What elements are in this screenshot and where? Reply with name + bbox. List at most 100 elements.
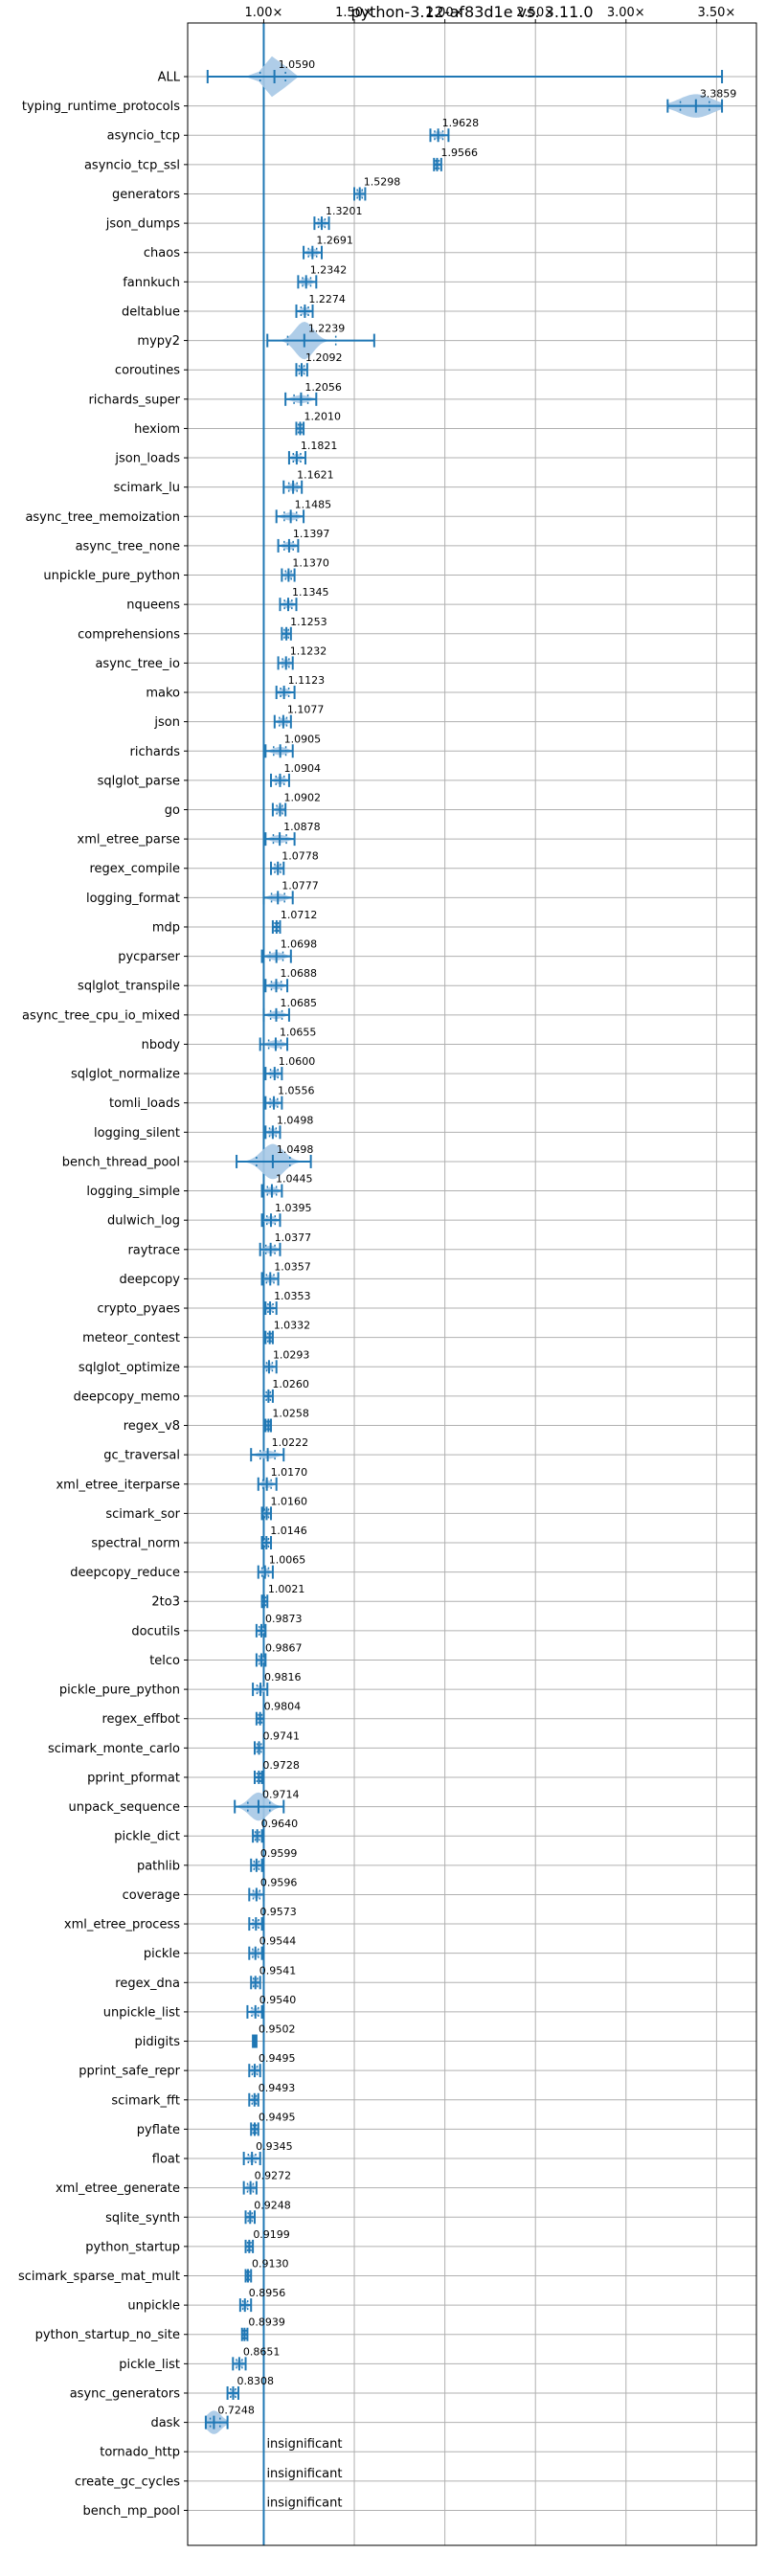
value-label: 1.0600 [279, 1055, 316, 1068]
value-label: 1.0778 [282, 850, 319, 863]
benchmark-mark: 0.8651 [232, 2345, 280, 2371]
benchmark-mark: 1.0332 [264, 1320, 311, 1344]
benchmark-mark: 0.9248 [244, 2199, 291, 2225]
benchmark-mark: 0.9867 [255, 1641, 302, 1667]
benchmark-mark: 1.1397 [277, 528, 329, 553]
benchmark-label: pickle_pure_python [59, 1683, 180, 1698]
benchmark-label: logging_simple [86, 1185, 180, 1199]
benchmark-label: async_tree_cpu_io_mixed [22, 1008, 180, 1023]
benchmark-mark: 1.0777 [262, 879, 319, 905]
benchmark-label: tornado_http [100, 2446, 180, 2460]
benchmark-mark: 1.0600 [264, 1055, 316, 1081]
benchmark-label: pathlib [137, 1859, 180, 1873]
benchmark-label: deltablue [122, 305, 180, 319]
benchmark-label: sqlite_synth [105, 2211, 180, 2226]
benchmark-label: deepcopy_reduce [70, 1566, 180, 1580]
benchmark-label: xml_etree_parse [78, 833, 180, 847]
benchmark-label: telco [149, 1654, 180, 1668]
chart-title: python-3.12-af83d1e vs. 3.11.0 [350, 3, 593, 21]
benchmark-mark: 1.0377 [259, 1232, 311, 1256]
benchmark-label: 2to3 [151, 1595, 180, 1610]
benchmark-mark: 1.0904 [270, 762, 321, 787]
benchmark-mark: 1.0902 [271, 792, 321, 817]
benchmark-label: regex_effbot [101, 1712, 180, 1727]
benchmark-mark: 0.9493 [248, 2082, 296, 2107]
benchmark-mark: 0.9272 [242, 2170, 292, 2195]
benchmark-label: mako [146, 687, 180, 701]
benchmark-mark: 1.0021 [260, 1583, 304, 1609]
benchmark-mark: 1.1077 [273, 704, 324, 729]
value-label: 0.9873 [265, 1613, 303, 1625]
benchmark-mark: 1.1621 [282, 469, 334, 494]
benchmark-mark: 1.2010 [295, 410, 341, 436]
benchmark-label: asyncio_tcp [107, 129, 180, 144]
value-label: 0.9272 [255, 2170, 292, 2182]
benchmark-mark: 1.0445 [260, 1173, 312, 1198]
value-label: 1.2274 [308, 293, 346, 305]
benchmark-mark: 0.8308 [226, 2375, 274, 2400]
benchmark-label: pprint_safe_repr [79, 2065, 180, 2079]
benchmark-mark: 1.0698 [260, 938, 317, 963]
benchmark-mark: 0.9541 [250, 1964, 296, 1990]
value-label: 1.0590 [279, 58, 316, 71]
benchmark-label: json_dumps [105, 217, 180, 232]
value-label: 1.0170 [271, 1466, 308, 1479]
value-label: 1.2239 [308, 323, 346, 335]
benchmark-label: xml_etree_process [64, 1918, 180, 1932]
benchmark-label: scimark_sor [105, 1507, 180, 1522]
benchmark-label: coroutines [115, 364, 180, 378]
value-label: 0.9544 [259, 1935, 297, 1948]
value-label: 1.1821 [301, 440, 338, 452]
benchmark-mark: 1.0357 [260, 1260, 311, 1286]
benchmark-mark: 1.0170 [257, 1466, 308, 1491]
benchmark-mark: 3.3859 [666, 88, 736, 118]
benchmark-mark: 1.1345 [279, 586, 328, 612]
benchmark-label: scimark_sparse_mat_mult [18, 2270, 180, 2284]
value-label: 1.0878 [283, 821, 321, 833]
benchmark-mark: 1.0590 [206, 56, 724, 98]
benchmark-mark: 0.9345 [242, 2140, 293, 2166]
value-label: 1.9628 [442, 117, 480, 129]
value-label: 0.9493 [259, 2082, 296, 2094]
benchmark-mark: insignificant [266, 2467, 342, 2481]
benchmark-label: async_tree_io [95, 657, 180, 671]
benchmark-labels: ALL typing_runtime_protocols asyncio_tcpas… [18, 71, 181, 2519]
benchmark-mark: 0.9199 [244, 2228, 290, 2253]
value-label: 1.0332 [274, 1320, 311, 1332]
value-label: 1.0258 [272, 1408, 309, 1420]
benchmark-label: float [152, 2153, 180, 2167]
benchmark-mark: 0.9495 [250, 2111, 295, 2136]
benchmark-mark: 1.0146 [260, 1525, 307, 1549]
value-label: 0.9502 [259, 2023, 296, 2036]
benchmark-mark: 1.0778 [270, 850, 319, 875]
benchmark-mark: 0.9540 [246, 1994, 297, 2019]
benchmark-label: nqueens [126, 599, 180, 613]
benchmark-label: go [165, 803, 180, 818]
benchmark-label: unpickle_list [103, 2005, 180, 2020]
benchmark-mark: 1.1253 [281, 616, 327, 641]
benchmark-mark: 1.0498 [264, 1114, 313, 1140]
benchmark-mark: 1.0688 [264, 967, 317, 993]
benchmark-label: mdp [152, 920, 180, 935]
benchmark-label: docutils [131, 1624, 180, 1638]
value-label: 0.9728 [262, 1759, 300, 1772]
benchmark-label: scimark_fft [111, 2093, 180, 2108]
value-label: 0.9540 [259, 1994, 297, 2006]
benchmark-label: logging_format [86, 892, 180, 906]
benchmark-mark: 1.1821 [287, 440, 338, 465]
value-label: 1.0905 [284, 733, 322, 745]
benchmark-label: regex_dna [115, 1977, 180, 1991]
value-label: 0.9599 [260, 1847, 298, 1860]
benchmark-label: xml_etree_generate [56, 2181, 180, 2196]
benchmark-mark: 0.9640 [252, 1818, 298, 1843]
value-label: 1.1123 [288, 674, 326, 687]
value-label: 0.9130 [252, 2258, 289, 2271]
value-label: 0.8939 [248, 2316, 285, 2329]
benchmark-label: mypy2 [137, 334, 180, 349]
value-label: 0.9816 [264, 1671, 302, 1683]
value-label: 1.1232 [290, 644, 327, 657]
benchmark-label: pyflate [137, 2123, 180, 2137]
benchmark-label: regex_compile [89, 862, 180, 876]
benchmark-mark: insignificant [266, 2437, 342, 2452]
